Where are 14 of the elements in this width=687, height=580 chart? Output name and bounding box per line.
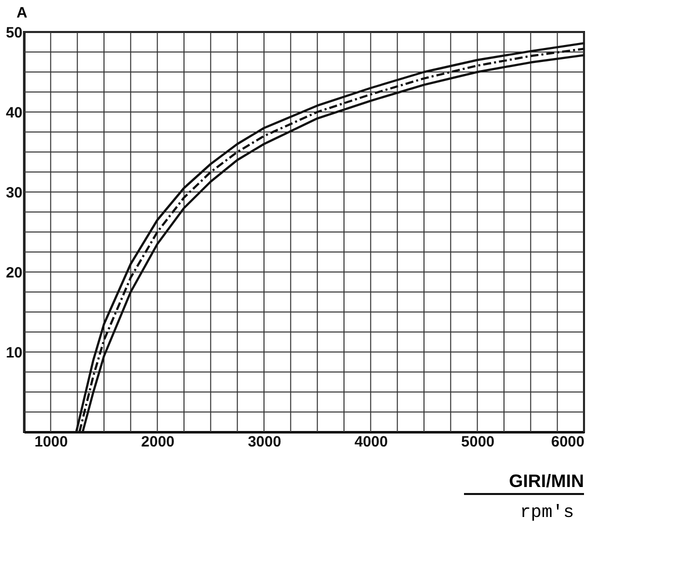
y-tick-label: 50 bbox=[6, 24, 22, 42]
y-tick-label: 10 bbox=[6, 344, 22, 362]
text: rpm's bbox=[520, 503, 574, 523]
y-tick-label: 20 bbox=[6, 264, 22, 282]
x-tick-label: 3000 bbox=[248, 434, 282, 450]
x-tick-label: 2000 bbox=[141, 434, 175, 450]
x-tick-label: 1000 bbox=[34, 434, 68, 450]
x-tick-label: 4000 bbox=[354, 434, 388, 450]
x-tick-label: 5000 bbox=[461, 434, 495, 450]
x-axis-title: GIRI/MIN bbox=[509, 471, 584, 491]
y-axis-title: A bbox=[16, 4, 28, 22]
y-tick-label: 40 bbox=[6, 104, 22, 122]
y-tick-label: 30 bbox=[6, 184, 22, 202]
x-tick-label: 6000 bbox=[551, 434, 584, 450]
